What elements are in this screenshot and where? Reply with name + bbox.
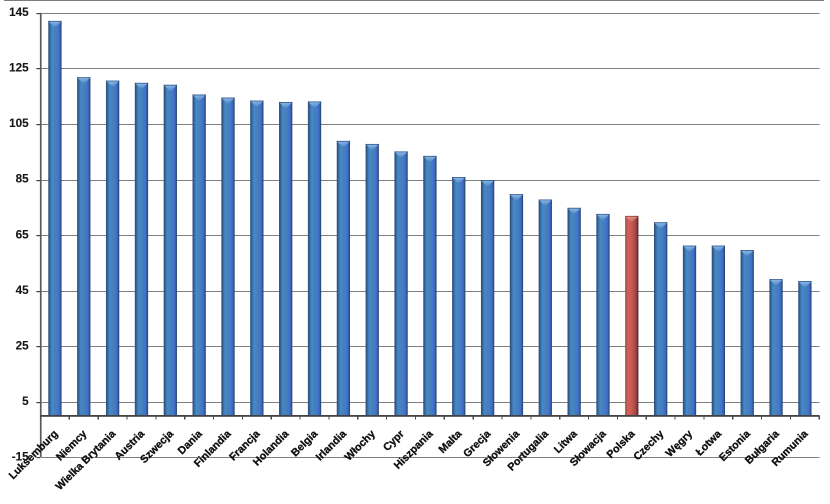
svg-text:25: 25 — [16, 339, 30, 352]
svg-text:-15: -15 — [12, 450, 29, 463]
svg-text:5: 5 — [22, 395, 29, 408]
svg-text:145: 145 — [9, 6, 29, 19]
svg-text:85: 85 — [16, 173, 30, 186]
svg-text:125: 125 — [9, 62, 29, 75]
svg-text:65: 65 — [16, 228, 30, 241]
svg-text:105: 105 — [9, 117, 29, 130]
svg-text:45: 45 — [16, 284, 30, 297]
